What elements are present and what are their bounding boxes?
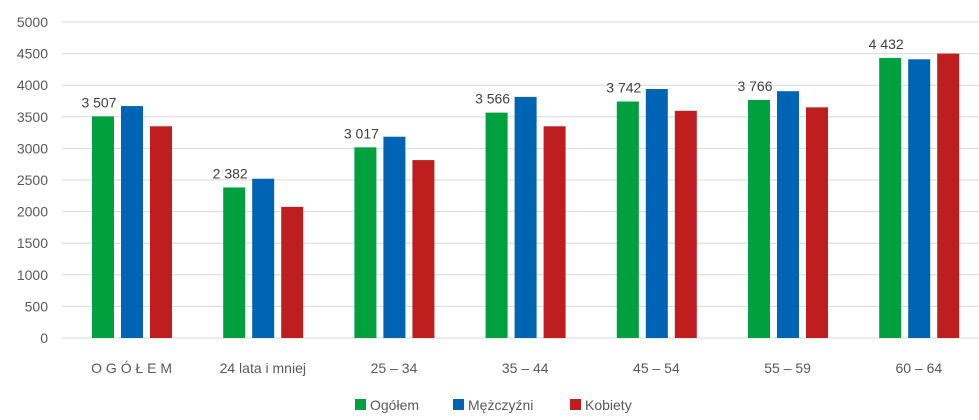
bar-mężczyźni [514,96,537,338]
bar-mężczyźni [252,178,275,338]
y-tick-label: 500 [25,298,49,314]
y-axis: 0 500 1000 1500 2000 2500 3000 3500 4000 4500 5000 [17,14,48,346]
bar-kobiety [937,53,960,338]
bar-kobiety [150,126,172,338]
bar-mężczyźni [908,59,931,339]
y-tick-label: 2000 [17,204,48,220]
bar-kobiety [543,126,566,338]
bar-ogółem [92,116,114,338]
x-tick-label: 45 – 54 [633,360,680,376]
y-tick-label: 3500 [17,109,48,125]
x-tick-label: O G Ó Ł E M [91,360,172,376]
legend-label: Ogółem [370,397,419,413]
bar-ogółem [354,147,377,338]
y-tick-label: 3000 [17,140,48,156]
y-tick-label: 0 [40,330,48,346]
data-label: 3 566 [475,91,510,107]
bar-kobiety [674,110,697,339]
data-labels: 3 507 2 382 3 017 3 566 3 742 3 766 4 432 [81,36,903,182]
y-tick-label: 1500 [17,235,48,251]
bar-ogółem [223,187,246,338]
x-tick-label: 24 lata i mniej [220,360,306,376]
data-label: 3 017 [344,125,379,141]
legend-swatch-ogółem [355,399,366,410]
x-tick-label: 55 – 59 [764,360,811,376]
y-tick-label: 4500 [17,46,48,62]
data-label: 2 382 [213,165,248,181]
bar-kobiety [281,206,304,338]
bar-ogółem [879,57,902,339]
data-label: 3 742 [606,80,641,96]
legend-label: Kobiety [585,397,632,413]
bar-ogółem [748,99,770,338]
bar-ogółem [616,101,639,338]
x-tick-label: 35 – 44 [502,360,549,376]
data-label: 4 432 [869,36,904,52]
y-tick-label: 1000 [17,267,48,283]
bar-kobiety [806,107,828,338]
legend-swatch-kobiety [570,399,581,410]
bar-mężczyźni [121,106,143,338]
bar-mężczyźni [645,88,668,338]
bar-ogółem [485,112,508,338]
bar-mężczyźni [383,136,406,338]
bar-kobiety [412,160,435,338]
legend: Ogółem Mężczyźni Kobiety [355,397,632,413]
y-tick-label: 2500 [17,172,48,188]
y-tick-label: 5000 [17,14,48,30]
legend-label: Mężczyźni [468,397,533,413]
data-label: 3 766 [737,78,772,94]
y-tick-label: 4000 [17,77,48,93]
data-label: 3 507 [81,94,116,110]
x-tick-label: 60 – 64 [895,360,942,376]
x-axis: O G Ó Ł E M 24 lata i mniej 25 – 34 35 – 44… [91,360,942,376]
bar-mężczyźni [777,91,799,338]
bars [92,53,960,339]
x-tick-label: 25 – 34 [371,360,418,376]
legend-swatch-mężczyźni [453,399,464,410]
